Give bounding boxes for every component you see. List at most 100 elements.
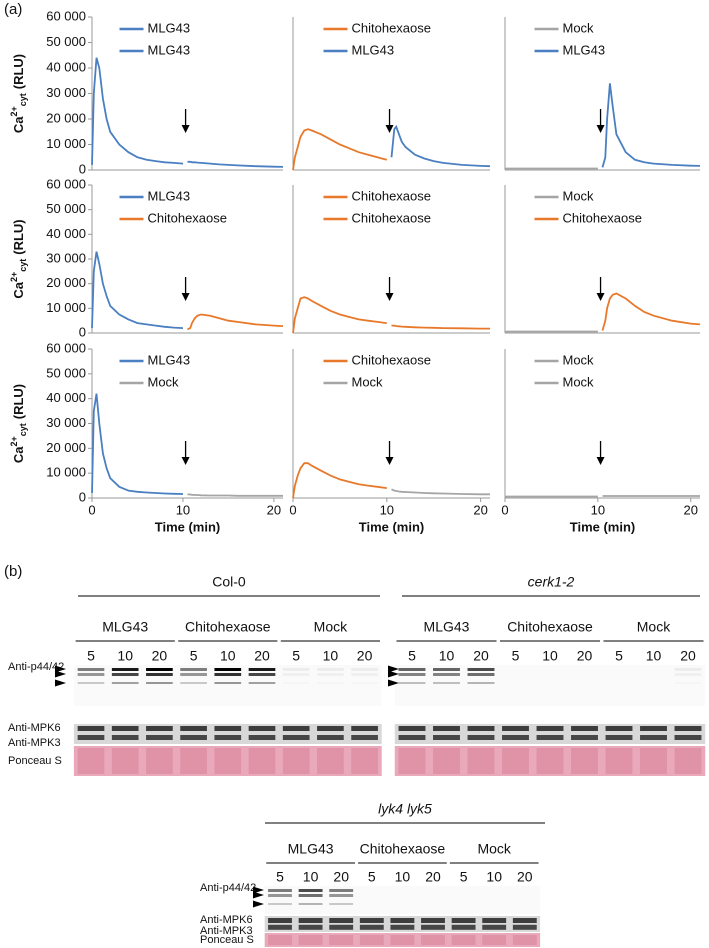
- band: [398, 668, 426, 671]
- band: [605, 726, 633, 731]
- time-label: 5: [460, 869, 468, 885]
- band: [390, 924, 415, 930]
- time-label: 5: [408, 648, 416, 664]
- band: [398, 682, 426, 684]
- legend-label: Chitohexaose: [352, 20, 432, 35]
- band: [536, 726, 564, 731]
- band: [421, 924, 445, 930]
- row-label: Anti-p44/42: [8, 661, 64, 673]
- y-tick-label: 30 000: [46, 85, 86, 100]
- band: [329, 924, 354, 930]
- band: [248, 673, 276, 676]
- row-label: Ponceau S: [8, 755, 62, 767]
- band: [351, 668, 378, 671]
- band: [467, 735, 495, 740]
- band: [214, 668, 242, 671]
- arrow-head: [596, 293, 605, 301]
- band: [248, 748, 276, 774]
- band: [77, 682, 105, 684]
- band: [329, 935, 354, 945]
- series-line: [390, 124, 491, 168]
- band: [398, 673, 426, 676]
- y-label-base: Ca: [11, 116, 26, 133]
- band: [502, 735, 529, 740]
- band: [640, 748, 667, 774]
- y-label-sup: 2+: [9, 106, 19, 116]
- band: [214, 726, 242, 731]
- band: [77, 673, 105, 676]
- y-label-sub: cyt: [18, 93, 28, 106]
- legend-label: Mock: [352, 374, 384, 389]
- time-label: 10: [486, 869, 502, 885]
- time-label: 20: [333, 869, 349, 885]
- band: [433, 735, 460, 740]
- series-line: [187, 160, 284, 168]
- band: [571, 726, 598, 731]
- y-tick-label: 10 000: [46, 465, 86, 480]
- band: [248, 726, 276, 731]
- band: [329, 918, 354, 923]
- series-line: [391, 324, 490, 330]
- blot-title: Col-0: [212, 574, 246, 590]
- time-label: 20: [254, 648, 270, 664]
- band: [146, 682, 173, 684]
- band: [111, 726, 139, 731]
- series-line: [292, 296, 387, 334]
- band: [214, 682, 242, 684]
- legend-label: Chitohexaose: [148, 210, 228, 225]
- band: [180, 673, 207, 676]
- band: [512, 935, 537, 945]
- y-tick-label: 10 000: [46, 136, 86, 151]
- x-tick-label: 0: [289, 502, 296, 517]
- arrow-head: [596, 125, 605, 133]
- time-label: 5: [615, 648, 623, 664]
- band: [433, 748, 460, 774]
- treatment-label: Chitohexaose: [185, 619, 271, 635]
- legend-label: Mock: [563, 20, 595, 35]
- band: [398, 726, 426, 731]
- y-tick-label: 60 000: [46, 8, 86, 23]
- band: [298, 935, 323, 945]
- series-line: [91, 251, 184, 329]
- y-label-sup: 2+: [9, 436, 19, 446]
- band: [640, 726, 667, 731]
- series-line: [187, 493, 283, 497]
- band: [512, 924, 537, 930]
- time-label: 5: [512, 648, 520, 664]
- band: [467, 748, 495, 774]
- y-tick-label: 30 000: [46, 250, 86, 265]
- y-label-sub: cyt: [18, 259, 28, 272]
- band: [111, 748, 139, 774]
- blot-title: cerk1-2: [528, 574, 575, 590]
- legend-label: Chitohexaose: [352, 352, 432, 367]
- time-label: 5: [292, 648, 300, 664]
- x-axis-label: Time (min): [570, 519, 636, 534]
- band: [536, 748, 564, 774]
- band: [433, 673, 460, 676]
- arrow-head: [181, 125, 190, 133]
- legend-label: Chitohexaose: [352, 210, 432, 225]
- band: [317, 673, 344, 676]
- arrowhead: [253, 886, 264, 894]
- band: [248, 735, 276, 740]
- band: [77, 726, 105, 731]
- band: [77, 735, 105, 740]
- arrow-head: [385, 293, 394, 301]
- band: [674, 748, 702, 774]
- series-line: [601, 292, 701, 331]
- treatment-label: Mock: [477, 841, 511, 857]
- band: [248, 682, 276, 684]
- band: [317, 668, 344, 671]
- y-label-sup: 2+: [9, 272, 19, 282]
- x-tick-label: 0: [501, 502, 508, 517]
- time-label: 20: [473, 648, 489, 664]
- band: [674, 668, 702, 671]
- time-label: 10: [542, 648, 558, 664]
- band: [351, 682, 378, 684]
- band: [467, 668, 495, 671]
- band: [298, 889, 323, 892]
- legend-label: MLG43: [148, 42, 191, 57]
- treatment-label: Mock: [637, 619, 671, 635]
- row-label: Anti-MPK6: [8, 722, 61, 734]
